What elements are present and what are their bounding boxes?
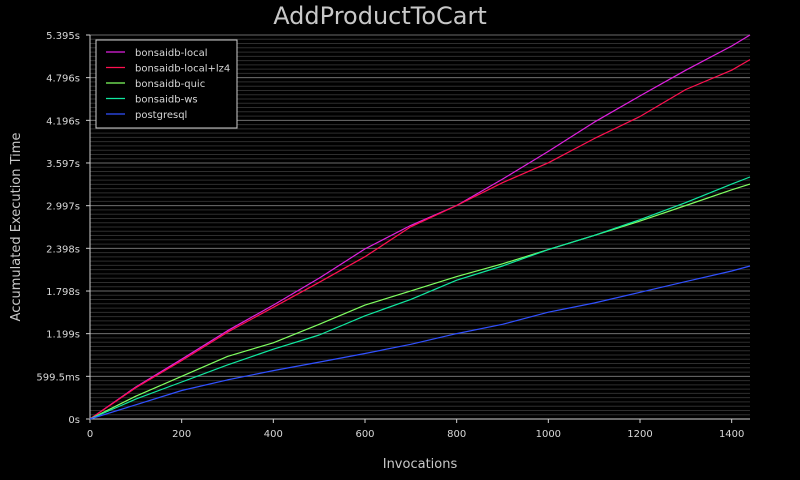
series-line-bonsaidb-ws <box>89 176 751 420</box>
legend-label: bonsaidb-quic <box>135 79 205 90</box>
x-tick-label: 600 <box>355 429 374 440</box>
y-tick-label: 599.5ms <box>36 372 80 383</box>
x-tick-label: 400 <box>264 429 283 440</box>
y-tick-label: 1.199s <box>46 330 80 341</box>
x-tick-label: 0 <box>87 429 93 440</box>
x-tick-label: 200 <box>172 429 191 440</box>
series-line-bonsaidb-local-lz4 <box>89 59 751 420</box>
y-tick-label: 0s <box>68 415 80 426</box>
y-tick-label: 3.597s <box>46 159 80 170</box>
x-tick-label: 1000 <box>536 429 561 440</box>
y-tick-label: 5.395s <box>46 31 80 42</box>
legend-label: bonsaidb-local <box>135 48 208 59</box>
series-lines <box>89 34 751 420</box>
series-line-postgresql <box>89 265 751 420</box>
y-tick-label: 2.398s <box>46 244 80 255</box>
y-tick-label: 4.196s <box>46 116 80 127</box>
x-tick-label: 800 <box>447 429 466 440</box>
legend-label: postgresql <box>135 110 187 121</box>
chart-title: AddProductToCart <box>273 2 487 30</box>
y-axis-label: Accumulated Execution Time <box>9 133 24 322</box>
x-tick-label: 1200 <box>627 429 652 440</box>
y-tick-label: 4.796s <box>46 74 80 85</box>
x-tick-label: 1400 <box>719 429 744 440</box>
legend: bonsaidb-local bonsaidb-local+lz4 bonsaidb… <box>95 39 238 129</box>
legend-box <box>95 39 238 129</box>
x-axis-label: Invocations <box>383 457 458 472</box>
series-line-bonsaidb-quic <box>89 183 751 420</box>
series-line-bonsaidb-local <box>89 34 751 420</box>
legend-label: bonsaidb-local+lz4 <box>135 64 230 75</box>
y-tick-label: 2.997s <box>46 202 80 213</box>
legend-label: bonsaidb-ws <box>135 95 198 106</box>
y-tick-label: 1.798s <box>46 287 80 298</box>
axes: 0s 599.5ms 1.199s 1.798s 2.398s 2.997s 3.597s 4… <box>36 31 750 440</box>
